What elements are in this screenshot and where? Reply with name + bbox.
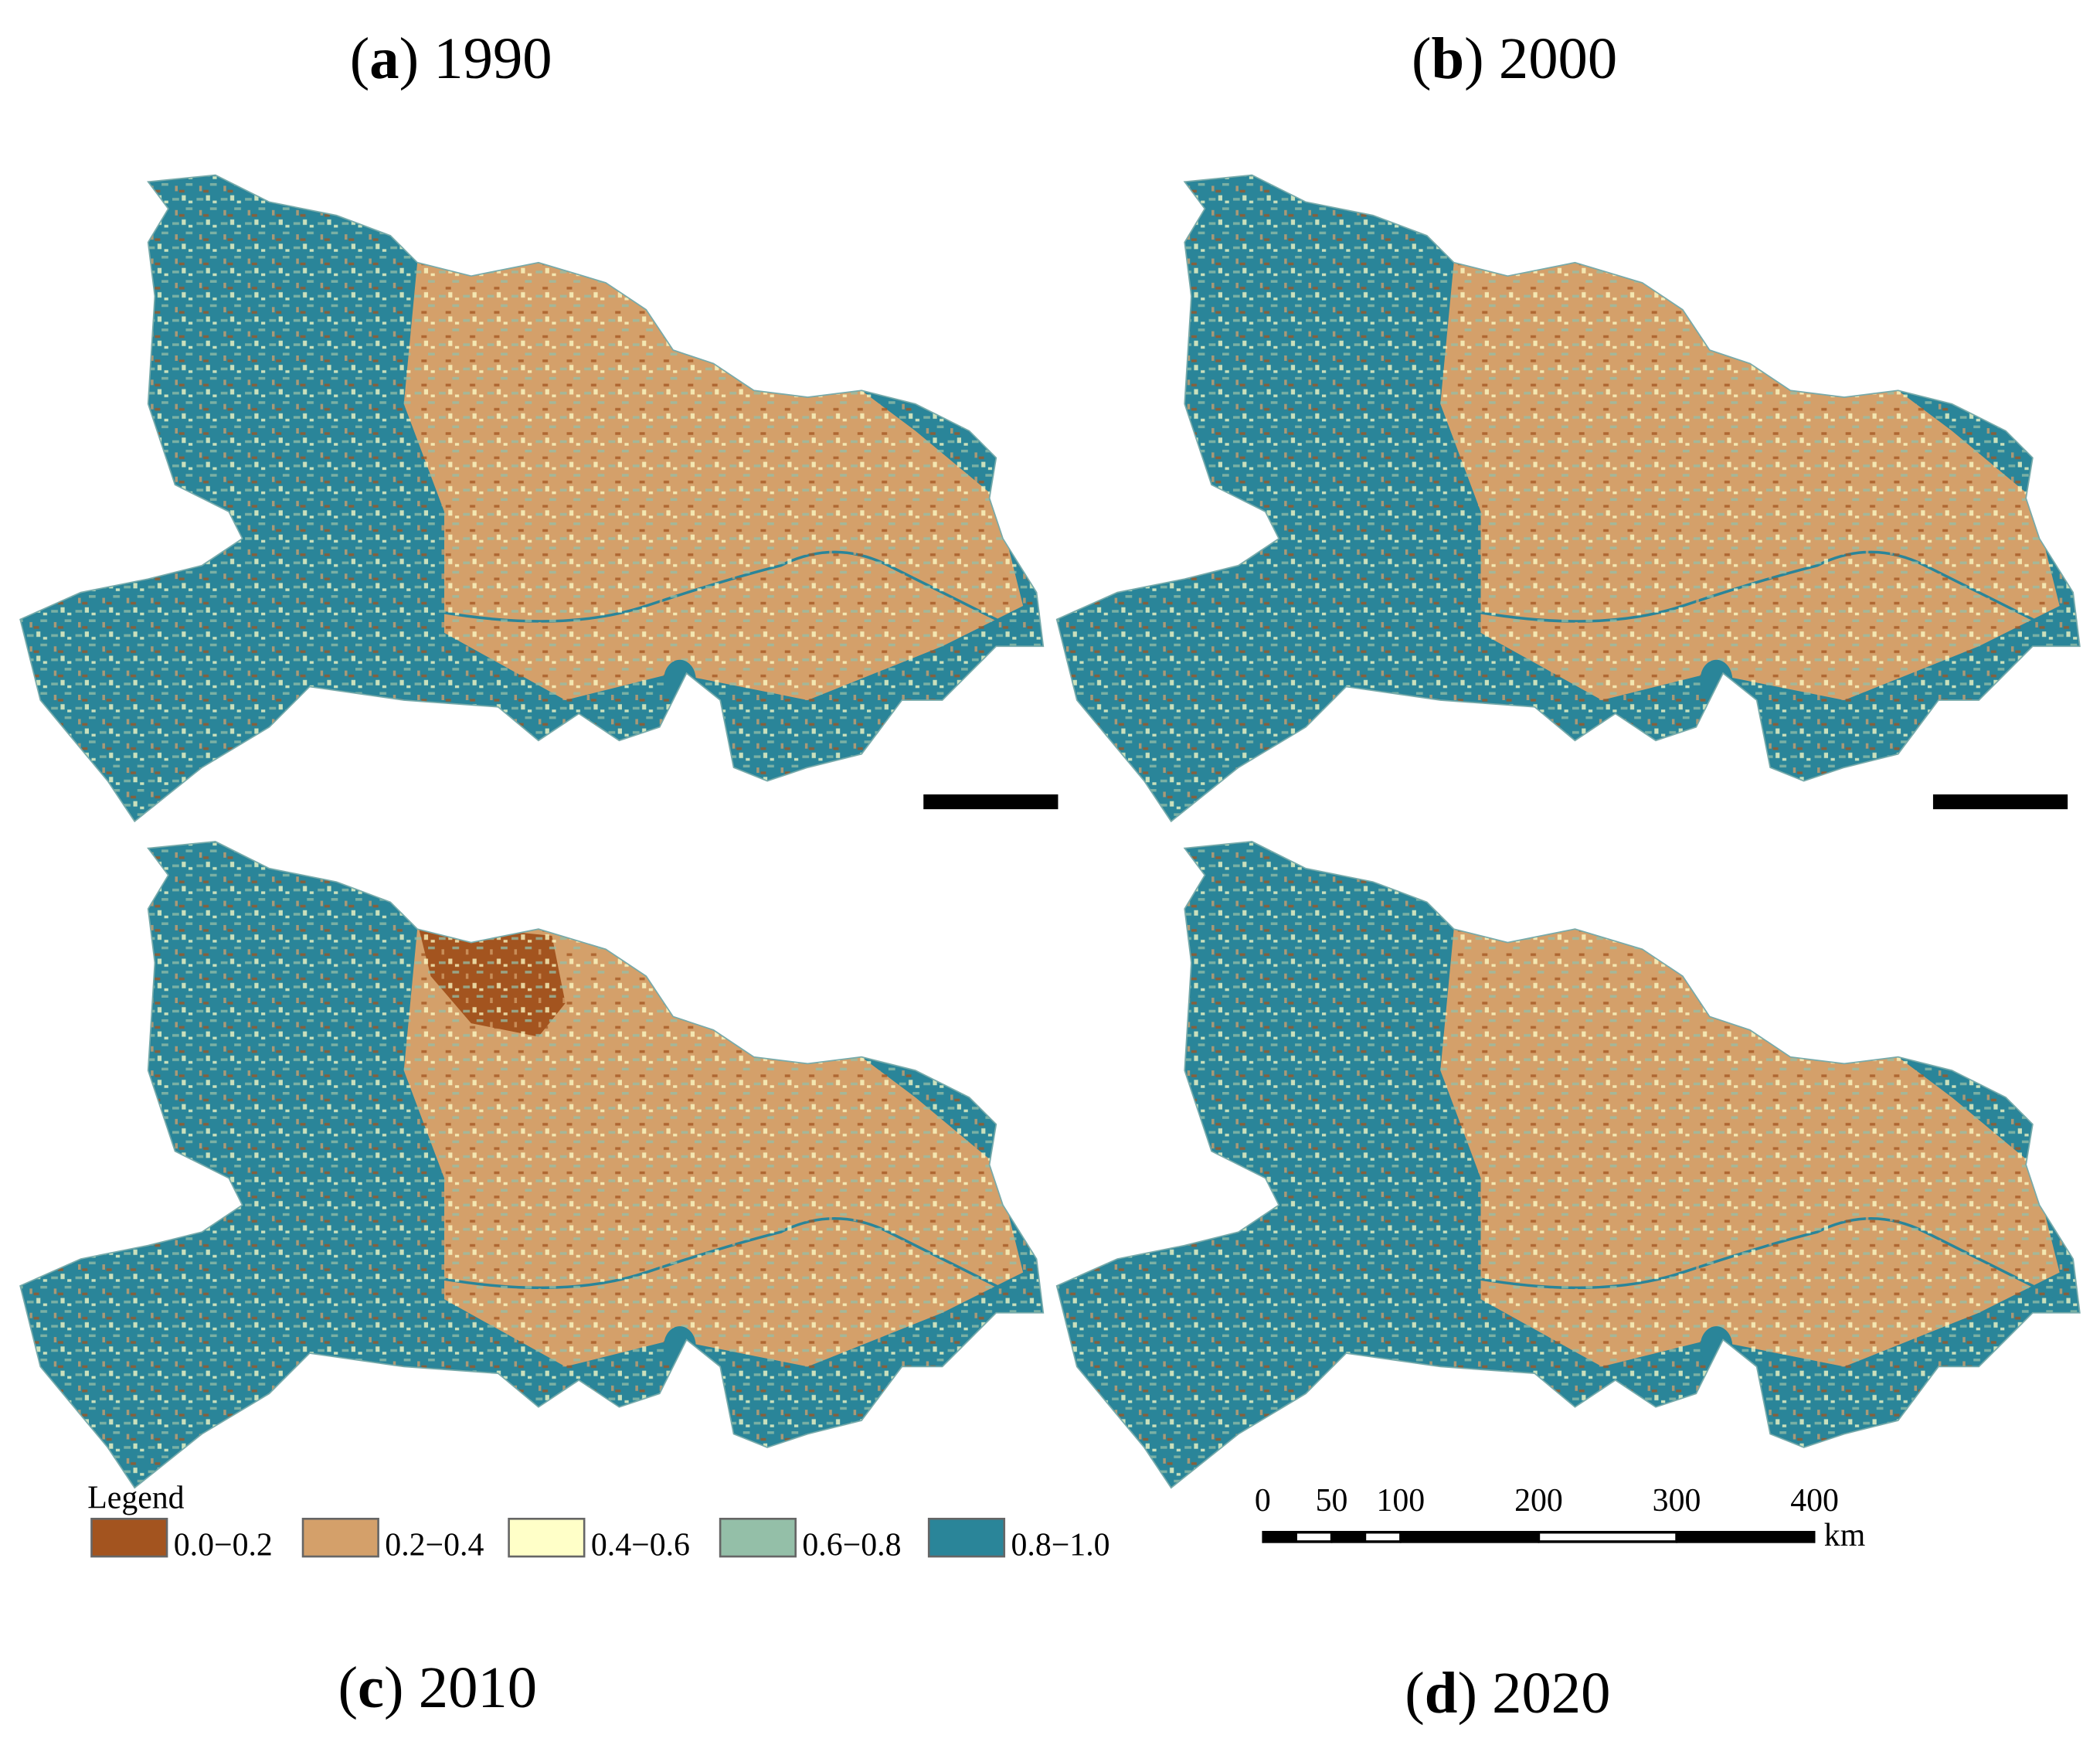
panel-title: (b) 2000	[1412, 26, 1617, 91]
legend-swatch	[301, 1517, 379, 1558]
map-fill	[1056, 175, 2080, 821]
map-lake	[663, 1326, 696, 1367]
map-panel	[1055, 841, 2081, 1489]
panel-title: (a) 1990	[350, 26, 552, 91]
map-outline	[19, 174, 1045, 823]
legend-swatch	[508, 1517, 586, 1558]
scale-bar-segment	[1296, 1533, 1330, 1541]
map-panel	[1055, 174, 2081, 823]
legend-label: 0.0−0.2	[174, 1527, 273, 1563]
scale-bar-small	[923, 794, 1058, 810]
map-texture	[1056, 841, 2080, 1488]
panel-year: 2000	[1499, 26, 1617, 91]
legend-label: 0.6−0.8	[802, 1527, 901, 1563]
scale-bar-small	[1932, 794, 2068, 810]
map-panel	[19, 841, 1045, 1489]
panel-letter: a	[369, 26, 399, 91]
panel-title: (c) 2010	[338, 1655, 537, 1720]
map-lake	[1700, 1326, 1733, 1367]
scale-bar-frame	[1262, 1530, 1815, 1543]
map-outline	[1055, 174, 2081, 823]
map-lake	[663, 659, 696, 700]
legend-swatch	[90, 1517, 168, 1558]
map-outline	[1055, 841, 2081, 1489]
panel-letter: d	[1425, 1660, 1458, 1726]
scale-tick-label: 50	[1316, 1483, 1348, 1519]
scale-tick-label: 100	[1377, 1483, 1425, 1519]
scale-bar-segment	[1540, 1533, 1676, 1541]
panel-year: 2010	[419, 1655, 537, 1720]
scale-bar-segment	[1366, 1533, 1400, 1541]
panel-year: 2020	[1492, 1660, 1610, 1726]
map-outline	[19, 841, 1045, 1489]
panel-title: (d) 2020	[1405, 1660, 1610, 1726]
legend-swatch	[719, 1517, 797, 1558]
scale-tick-label: 300	[1653, 1483, 1701, 1519]
map-texture	[1056, 175, 2080, 821]
map-fill	[1056, 841, 2080, 1488]
scale-tick-label: 200	[1514, 1483, 1563, 1519]
panel-letter: b	[1432, 26, 1465, 91]
scale-tick-label: 0	[1255, 1483, 1271, 1519]
map-lake	[1700, 659, 1733, 700]
legend-label: 0.4−0.6	[591, 1527, 690, 1563]
legend-label: 0.2−0.4	[385, 1527, 484, 1563]
scale-unit: km	[1824, 1518, 1865, 1553]
panel-year: 1990	[433, 26, 552, 91]
legend-swatch	[927, 1517, 1006, 1558]
map-panel	[19, 174, 1045, 823]
panel-letter: c	[358, 1655, 384, 1720]
legend-label: 0.8−1.0	[1011, 1527, 1109, 1563]
scale-tick-label: 400	[1790, 1483, 1839, 1519]
